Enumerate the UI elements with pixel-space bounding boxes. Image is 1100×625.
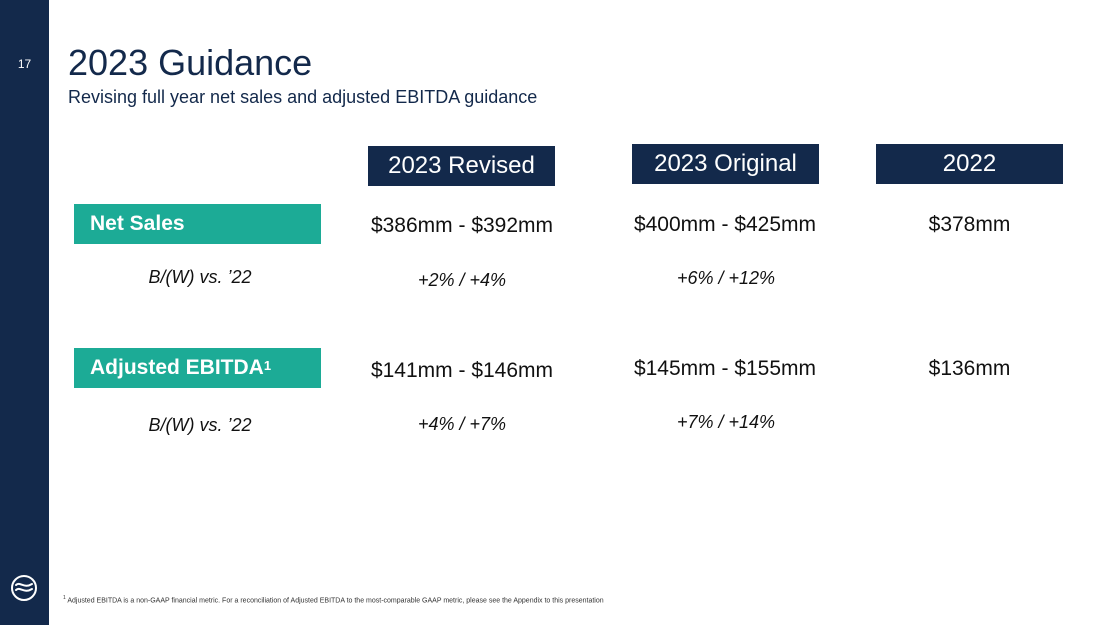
column-header-2022: 2022 xyxy=(876,144,1063,184)
column-header-2023-original: 2023 Original xyxy=(632,144,819,184)
page-title: 2023 Guidance xyxy=(68,42,313,83)
ebitda-2022: $136mm xyxy=(928,357,1011,380)
ebitda-bw-2023-original: +7% / +14% xyxy=(676,412,776,432)
company-logo-icon xyxy=(11,575,37,601)
ebitda-2023-original: $145mm - $155mm xyxy=(633,357,817,380)
net-sales-bw-2023-revised: +2% / +4% xyxy=(417,270,507,290)
footnote-marker: 1 xyxy=(263,357,272,373)
page-number: 17 xyxy=(17,57,32,71)
footnote: 1 Adjusted EBITDA is a non-GAAP financia… xyxy=(63,595,604,604)
column-header-2023-revised: 2023 Revised xyxy=(368,146,555,186)
net-sales-bw-2023-original: +6% / +12% xyxy=(676,268,776,288)
net-sales-bw-label: B/(W) vs. ’22 xyxy=(148,267,252,287)
page-subtitle: Revising full year net sales and adjuste… xyxy=(68,87,538,107)
net-sales-2022: $378mm xyxy=(928,213,1011,236)
row-label-adjusted-ebitda: Adjusted EBITDA 1 xyxy=(74,348,321,388)
net-sales-2023-original: $400mm - $425mm xyxy=(633,213,817,236)
row-label-net-sales: Net Sales xyxy=(74,204,321,244)
net-sales-2023-revised: $386mm - $392mm xyxy=(370,214,554,237)
footnote-text: Adjusted EBITDA is a non-GAAP financial … xyxy=(67,597,604,605)
ebitda-2023-revised: $141mm - $146mm xyxy=(370,359,554,382)
sidebar: 17 xyxy=(0,0,49,625)
footnote-marker: 1 xyxy=(63,595,66,601)
ebitda-bw-label: B/(W) vs. ’22 xyxy=(148,415,252,435)
row-label-text: Net Sales xyxy=(90,212,185,235)
ebitda-bw-2023-revised: +4% / +7% xyxy=(417,414,507,434)
row-label-text: Adjusted EBITDA xyxy=(90,356,264,379)
